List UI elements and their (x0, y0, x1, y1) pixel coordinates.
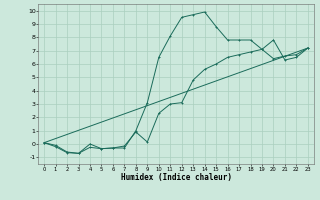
X-axis label: Humidex (Indice chaleur): Humidex (Indice chaleur) (121, 173, 231, 182)
